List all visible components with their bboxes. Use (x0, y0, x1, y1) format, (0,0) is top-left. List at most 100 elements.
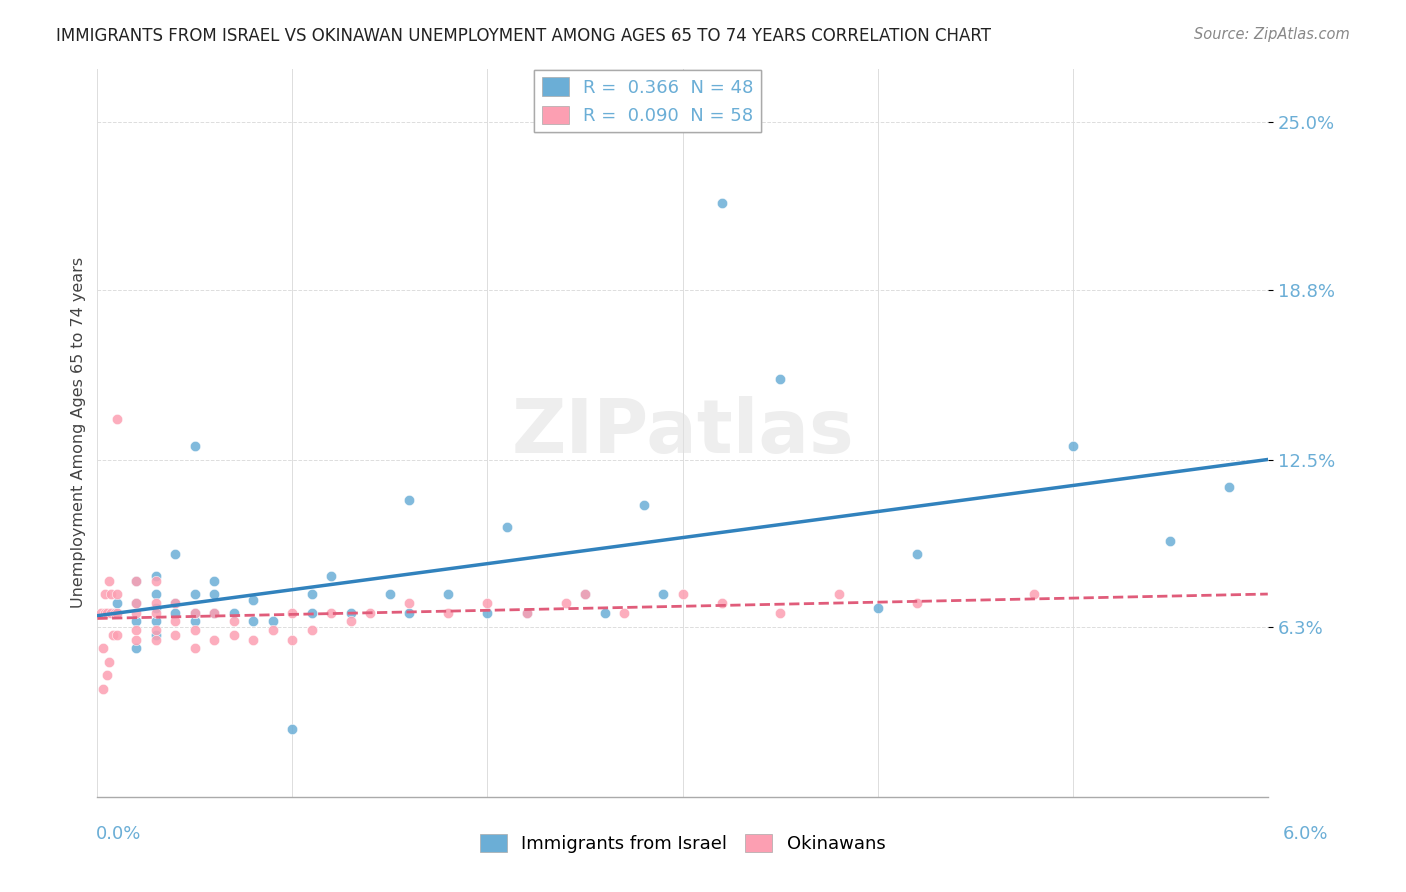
Point (222, 615, 245, 629)
Point (125, 615, 148, 629)
Point (184, 439, 207, 453)
Point (125, 623, 148, 637)
Point (91, 641, 114, 656)
Point (184, 641, 207, 656)
Text: ZIPatlas: ZIPatlas (512, 396, 853, 469)
Point (671, 587, 693, 601)
Point (202, 633, 225, 648)
Point (96, 607, 118, 621)
Point (165, 547, 187, 561)
Point (202, 607, 225, 621)
Point (710, 595, 733, 609)
Point (125, 595, 148, 609)
Point (165, 595, 187, 609)
Point (145, 574, 167, 588)
Point (202, 587, 225, 601)
Point (398, 493, 420, 508)
Point (145, 628, 167, 642)
Point (281, 723, 304, 737)
Point (202, 607, 225, 621)
Point (477, 607, 499, 621)
Point (515, 607, 537, 621)
Point (165, 595, 187, 609)
Point (91, 681, 114, 696)
Point (105, 607, 128, 621)
Point (184, 623, 207, 637)
Point (262, 615, 284, 629)
Point (145, 633, 167, 648)
Point (184, 607, 207, 621)
Point (105, 412, 128, 426)
Point (105, 587, 128, 601)
Point (104, 607, 127, 621)
Point (359, 607, 381, 621)
Point (710, 196, 733, 211)
Point (90, 607, 112, 621)
Point (301, 607, 323, 621)
Point (165, 615, 187, 629)
Point (321, 607, 343, 621)
Point (125, 574, 148, 588)
Point (477, 595, 499, 609)
Point (398, 607, 420, 621)
Point (340, 607, 363, 621)
Point (145, 623, 167, 637)
Point (1159, 533, 1181, 548)
Point (905, 547, 928, 561)
Point (515, 607, 537, 621)
Point (145, 568, 167, 582)
Point (125, 633, 148, 648)
Point (105, 628, 128, 642)
Point (202, 574, 225, 588)
Point (242, 592, 264, 607)
Point (242, 615, 264, 629)
Point (105, 607, 128, 621)
Point (437, 587, 460, 601)
Point (321, 568, 343, 582)
Point (101, 628, 124, 642)
Y-axis label: Unemployment Among Ages 65 to 74 years: Unemployment Among Ages 65 to 74 years (72, 257, 86, 608)
Point (633, 499, 655, 513)
Point (145, 607, 167, 621)
Point (340, 615, 363, 629)
Point (301, 623, 323, 637)
Text: 0.0%: 0.0% (96, 825, 141, 843)
Point (827, 587, 849, 601)
Point (593, 607, 616, 621)
Point (496, 520, 519, 534)
Legend: R =  0.366  N = 48, R =  0.090  N = 58: R = 0.366 N = 48, R = 0.090 N = 58 (534, 70, 761, 132)
Point (613, 607, 636, 621)
Point (98, 574, 121, 588)
Point (184, 607, 207, 621)
Point (184, 587, 207, 601)
Point (554, 595, 576, 609)
Point (165, 628, 187, 642)
Point (1218, 479, 1240, 493)
Point (281, 633, 304, 648)
Text: IMMIGRANTS FROM ISRAEL VS OKINAWAN UNEMPLOYMENT AMONG AGES 65 TO 74 YEARS CORREL: IMMIGRANTS FROM ISRAEL VS OKINAWAN UNEMP… (56, 27, 991, 45)
Point (145, 595, 167, 609)
Point (1062, 439, 1084, 453)
Point (437, 607, 460, 621)
Point (100, 587, 122, 601)
Point (125, 641, 148, 656)
Point (125, 595, 148, 609)
Point (866, 601, 889, 615)
Point (905, 595, 928, 609)
Point (184, 615, 207, 629)
Point (125, 607, 148, 621)
Point (769, 372, 792, 386)
Point (1022, 587, 1045, 601)
Point (98, 655, 121, 669)
Text: 6.0%: 6.0% (1284, 825, 1329, 843)
Point (769, 607, 792, 621)
Point (242, 633, 264, 648)
Point (262, 623, 284, 637)
Point (652, 587, 675, 601)
Point (94, 587, 117, 601)
Point (145, 601, 167, 615)
Point (165, 607, 187, 621)
Point (145, 587, 167, 601)
Point (105, 595, 128, 609)
Point (378, 587, 401, 601)
